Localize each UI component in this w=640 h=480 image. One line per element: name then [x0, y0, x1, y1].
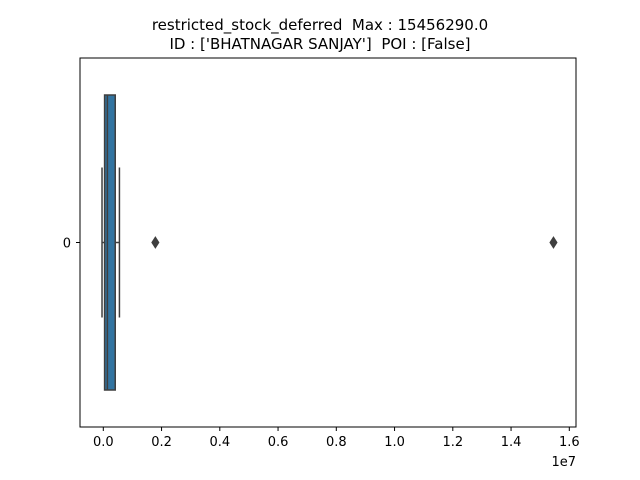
outlier-point [151, 236, 160, 249]
x-tick-label: 1.4 [501, 435, 522, 450]
x-tick-label: 0.8 [326, 435, 347, 450]
y-tick-label: 0 [63, 237, 71, 252]
x-tick-label: 0.4 [209, 435, 230, 450]
iqr-box [103, 94, 116, 391]
chart-title-line-2: ID : ['BHATNAGAR SANJAY'] POI : [False] [169, 35, 471, 53]
x-tick-label: 1.0 [384, 435, 405, 450]
outlier-point [549, 236, 558, 249]
x-tick-label: 1.2 [442, 435, 463, 450]
x-tick-label: 1.6 [559, 435, 580, 450]
x-offset-label: 1e7 [551, 455, 576, 470]
x-tick-label: 0.2 [151, 435, 172, 450]
chart-title-line-1: restricted_stock_deferred Max : 15456290… [151, 16, 489, 34]
x-tick-label: 0.0 [93, 435, 114, 450]
x-tick-label: 0.6 [268, 435, 289, 450]
